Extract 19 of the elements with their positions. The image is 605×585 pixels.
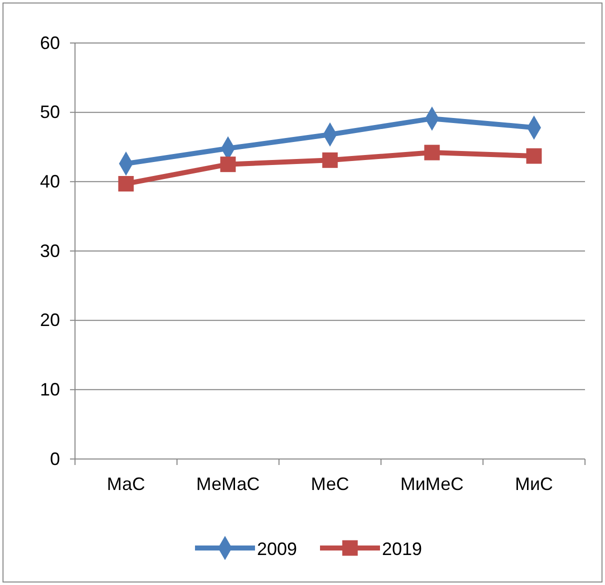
legend-label: 2009: [257, 539, 298, 559]
point: [526, 148, 542, 164]
x-tick-label: МаС: [106, 474, 146, 494]
y-tick-label: 0: [50, 448, 60, 469]
y-tick-label: 60: [40, 32, 60, 53]
x-tick-label: МиМеС: [400, 474, 464, 494]
legend-label: 2019: [382, 539, 422, 559]
y-tick-label: 40: [40, 171, 60, 192]
x-tick-label: МеМаС: [196, 474, 260, 494]
point: [322, 152, 338, 168]
y-tick-label: 30: [40, 240, 60, 261]
point: [118, 176, 134, 192]
y-tick-label: 10: [40, 379, 60, 400]
x-tick-label: МиС: [514, 474, 554, 494]
x-tick-label: МеС: [310, 474, 350, 494]
y-tick-label: 20: [40, 310, 60, 330]
point: [220, 156, 236, 172]
y-tick-label: 50: [40, 102, 60, 122]
point: [424, 144, 440, 160]
